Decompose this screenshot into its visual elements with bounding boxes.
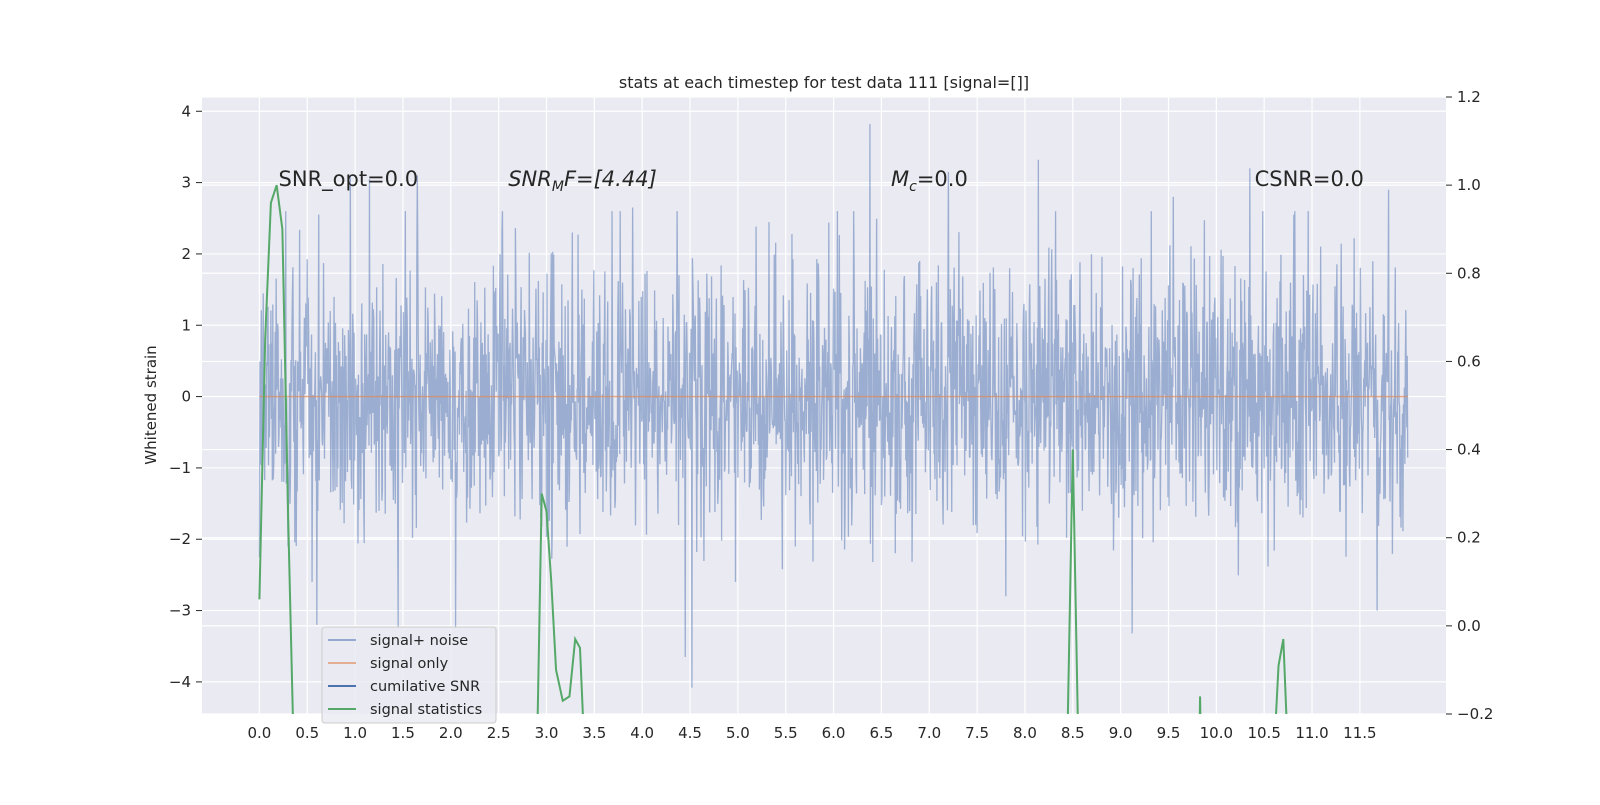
y-tick-label: 1 [181, 316, 191, 334]
x-tick-label: 0.5 [295, 724, 319, 742]
legend-label: signal statistics [370, 702, 482, 718]
annotation-mc: Mc=0.0 [891, 167, 968, 195]
y2-tick-label: 0.0 [1457, 617, 1481, 635]
x-tick-label: 2.5 [487, 724, 511, 742]
x-tick-label: 11.5 [1343, 724, 1376, 742]
y-axis-label: Whitened strain [142, 345, 160, 464]
x-tick-label: 1.5 [391, 724, 415, 742]
annotation-snr-mf-main: SNR [508, 167, 552, 191]
x-tick-label: 10.5 [1247, 724, 1280, 742]
y-tick-label: −1 [169, 459, 191, 477]
y2-tick-label: 0.8 [1457, 264, 1481, 282]
legend-label: cumilative SNR [370, 679, 480, 695]
x-tick-label: 4.0 [630, 724, 654, 742]
x-tick-label: 4.5 [678, 724, 702, 742]
x-tick-label: 8.0 [1013, 724, 1037, 742]
x-tick-label: 7.0 [917, 724, 941, 742]
annotation-mc-main: M [891, 167, 909, 191]
x-tick-label: 3.0 [535, 724, 559, 742]
x-tick-label: 9.5 [1157, 724, 1181, 742]
annotation-snr-mf-sub: M [552, 179, 564, 195]
y-tick-label: 3 [181, 174, 191, 192]
x-tick-label: 3.5 [582, 724, 606, 742]
y-tick-label: −3 [169, 602, 191, 620]
x-tick-label: 0.0 [247, 724, 271, 742]
y2-tick-label: 1.2 [1457, 88, 1481, 106]
annotation-snr-opt: SNR_opt=0.0 [279, 167, 419, 192]
x-tick-label: 6.5 [869, 724, 893, 742]
x-tick-label: 5.0 [726, 724, 750, 742]
legend-label: signal+ noise [370, 633, 468, 649]
x-tick-label: 1.0 [343, 724, 367, 742]
x-tick-label: 2.0 [439, 724, 463, 742]
x-tick-label: 9.0 [1109, 724, 1133, 742]
y2-tick-label: −0.2 [1457, 705, 1493, 723]
annotation-snr-mf-rest: F=[4.44] [564, 167, 657, 191]
y-tick-label: 0 [181, 388, 191, 406]
y-tick-label: −2 [169, 530, 191, 548]
x-tick-label: 10.0 [1200, 724, 1233, 742]
x-tick-label: 8.5 [1061, 724, 1085, 742]
y2-tick-label: 0.6 [1457, 352, 1481, 370]
y2-tick-label: 1.0 [1457, 176, 1481, 194]
y2-tick-label: 0.4 [1457, 441, 1481, 459]
annotation-csnr: CSNR=0.0 [1255, 167, 1364, 191]
chart-title: stats at each timestep for test data 111… [619, 73, 1029, 92]
annotation-snr-mf: SNRMF=[4.44] [508, 167, 657, 195]
y-tick-label: −4 [169, 673, 191, 691]
x-tick-label: 5.5 [774, 724, 798, 742]
x-tick-label: 6.0 [822, 724, 846, 742]
y-tick-label: 4 [181, 102, 191, 120]
legend: signal+ noise signal only cumilative SNR si… [322, 627, 496, 723]
y-tick-label: 2 [181, 245, 191, 263]
y2-tick-label: 0.2 [1457, 529, 1481, 547]
x-tick-label: 11.0 [1295, 724, 1328, 742]
annotation-mc-rest: =0.0 [917, 167, 968, 191]
legend-label: signal only [370, 656, 449, 672]
x-tick-label: 7.5 [965, 724, 989, 742]
